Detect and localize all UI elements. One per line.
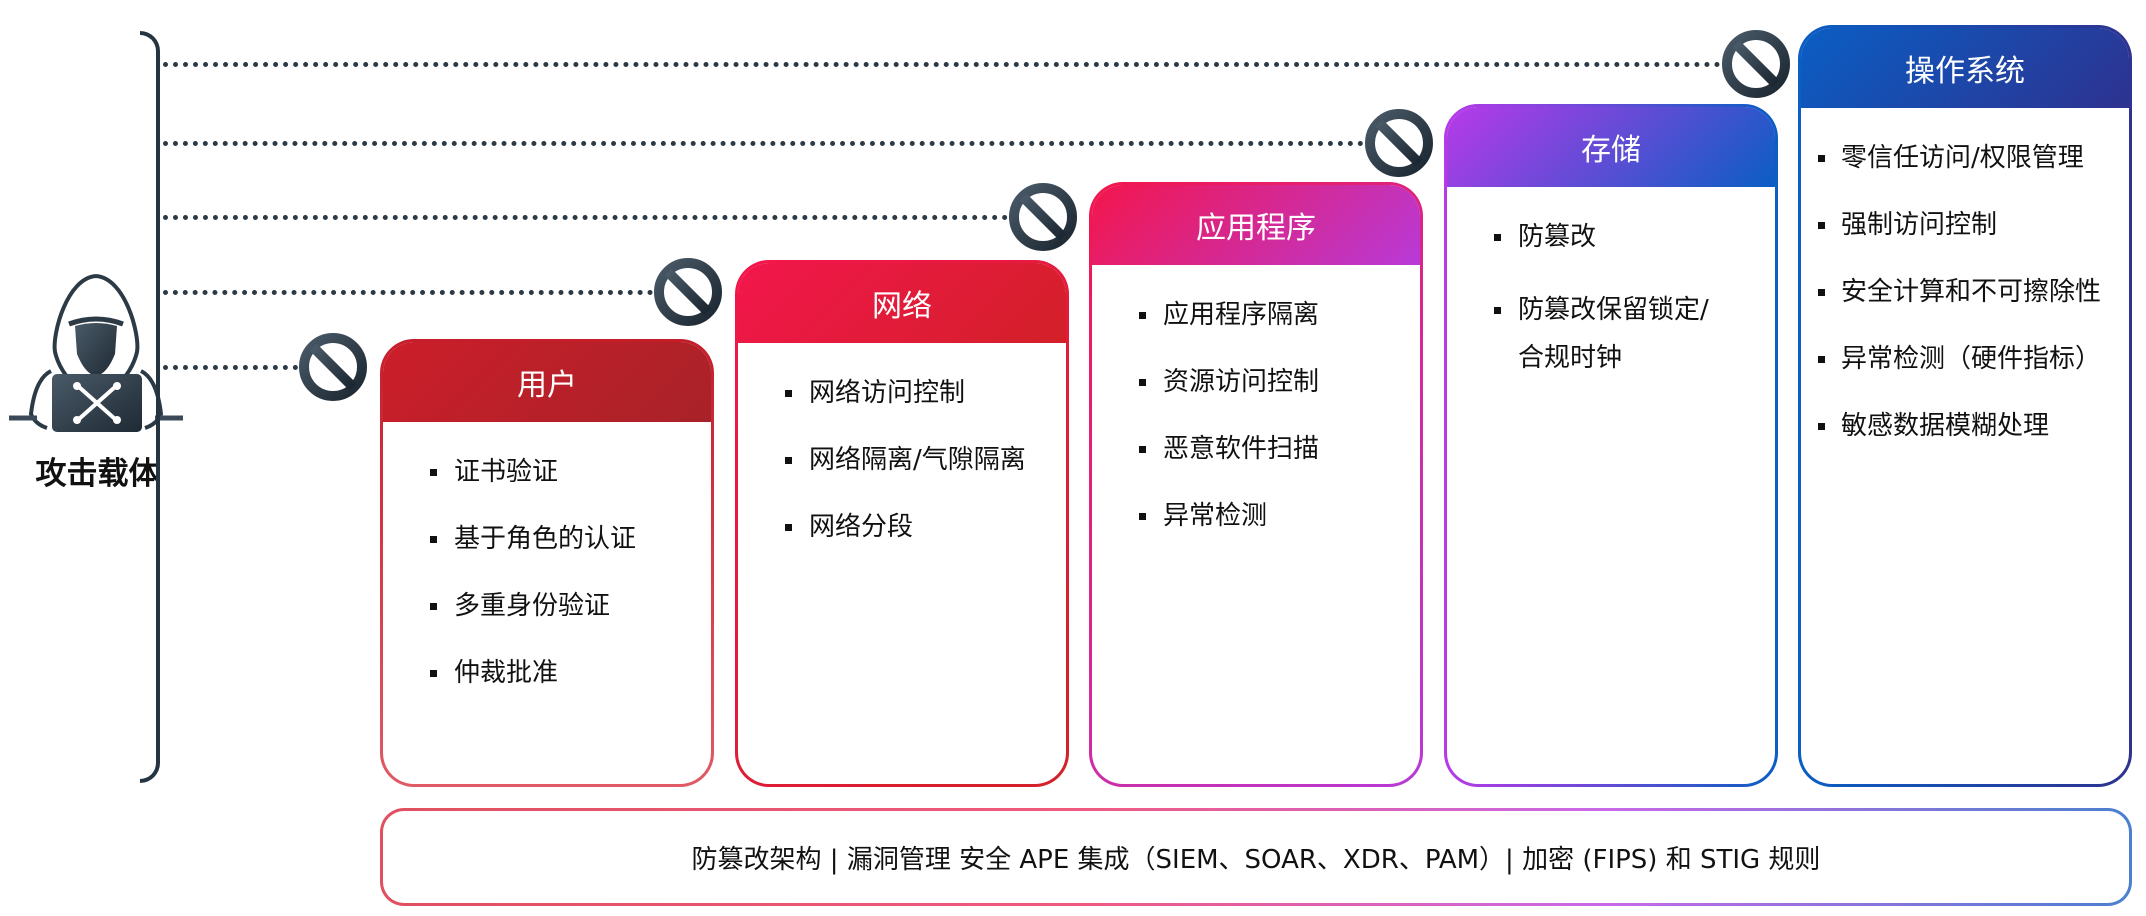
attack-line-application (163, 215, 1008, 220)
attack-line-network (163, 290, 653, 295)
card-network: 网络 网络访问控制 网络隔离/气隙隔离 网络分段 (735, 260, 1069, 787)
card-user: 用户 证书验证 基于角色的认证 多重身份验证 仲裁批准 (380, 339, 714, 787)
list-item: 资源访问控制 (1092, 364, 1420, 400)
card-user-header: 用户 (383, 342, 711, 422)
attacker-label: 攻击载体 (35, 456, 160, 492)
card-os-header: 操作系统 (1801, 28, 2129, 108)
list-item: 强制访问控制 (1801, 207, 2129, 243)
list-item: 仲裁批准 (383, 655, 711, 691)
card-title: 操作系统 (1905, 54, 2025, 89)
foundation-text: 防篡改架构 | 漏洞管理 安全 APE 集成（SIEM、SOAR、XDR、PAM… (691, 844, 1821, 875)
block-icon (1009, 183, 1077, 251)
card-storage: 存储 防篡改 防篡改保留锁定/ 合规时钟 (1444, 104, 1778, 787)
attack-line-user (163, 365, 298, 370)
list-item: 多重身份验证 (383, 588, 711, 624)
list-item: 零信任访问/权限管理 (1801, 140, 2129, 176)
list-item: 基于角色的认证 (383, 521, 711, 557)
list-item: 网络分段 (738, 509, 1066, 545)
list-item: 安全计算和不可擦除性 (1801, 274, 2129, 310)
list-item: 恶意软件扫描 (1092, 431, 1420, 467)
bracket-divider (140, 31, 160, 783)
block-icon (1722, 30, 1790, 98)
card-title: 应用程序 (1196, 211, 1316, 246)
list-item: 防篡改保留锁定/ 合规时钟 (1447, 286, 1775, 382)
card-os: 操作系统 零信任访问/权限管理 强制访问控制 安全计算和不可擦除性 异常检测（硬… (1798, 25, 2132, 787)
block-icon (299, 333, 367, 401)
card-application: 应用程序 应用程序隔离 资源访问控制 恶意软件扫描 异常检测 (1089, 182, 1423, 787)
card-title: 网络 (872, 289, 932, 324)
card-network-header: 网络 (738, 263, 1066, 343)
attack-line-os (163, 62, 1721, 67)
card-title: 用户 (517, 368, 577, 403)
list-item: 异常检测 (1092, 498, 1420, 534)
list-item: 证书验证 (383, 454, 711, 490)
block-icon (654, 258, 722, 326)
card-title: 存储 (1581, 133, 1641, 168)
attack-line-storage (163, 141, 1364, 146)
list-item: 异常检测（硬件指标） (1801, 341, 2129, 377)
hacker-icon (9, 274, 183, 432)
list-item: 防篡改 (1447, 219, 1775, 255)
list-item: 网络隔离/气隙隔离 (738, 442, 1066, 478)
block-icon (1365, 109, 1433, 177)
card-storage-header: 存储 (1447, 107, 1775, 187)
list-item: 应用程序隔离 (1092, 297, 1420, 333)
list-item: 敏感数据模糊处理 (1801, 408, 2129, 444)
card-application-header: 应用程序 (1092, 185, 1420, 265)
list-item: 网络访问控制 (738, 375, 1066, 411)
foundation-bar: 防篡改架构 | 漏洞管理 安全 APE 集成（SIEM、SOAR、XDR、PAM… (380, 808, 2132, 906)
